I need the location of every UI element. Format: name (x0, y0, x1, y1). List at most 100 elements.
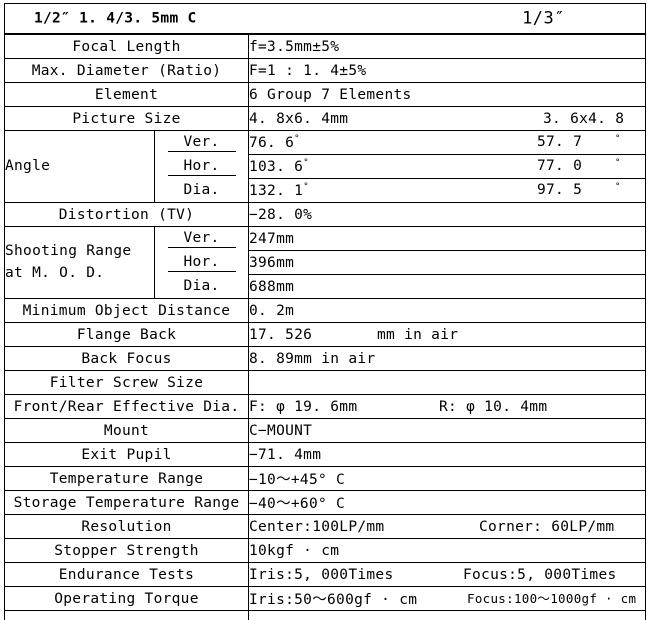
table-row: Back Focus 8. 89mm in air (5, 347, 646, 371)
table-header-row: 1/2″ 1. 4/3. 5mm C 1/3″ (5, 4, 646, 35)
table-row: Endurance Tests Iris:5, 000Times Focus:5… (5, 563, 646, 587)
value-text: −10～+45° C (249, 468, 345, 489)
row-value-flange-back: 17. 526 mm in air (249, 323, 646, 347)
table-row: Shooting Range at M. O. D. Ver. 247mm (5, 227, 646, 251)
group-label-line1: Angle (5, 156, 154, 177)
value-secondary-text: Corner: 60LP/mm (479, 519, 614, 535)
row-value-mount: C−MOUNT (249, 419, 646, 443)
value-text: 10kgf · cm (249, 543, 339, 559)
row-label-resolution: Resolution (5, 515, 249, 539)
row-value-shooting-ver: 247mm (249, 227, 646, 251)
row-value-distortion-tv: −28. 0% (249, 203, 646, 227)
value-text: Iris:5, 000Times (249, 567, 393, 583)
row-label-element: Element (5, 83, 249, 107)
row-value-operating-torque: Iris:50～600gf · cm Focus:100～1000gf · cm (249, 587, 646, 611)
sub-label-text: Hor. (168, 158, 236, 176)
sub-label-text: Dia. (168, 278, 236, 295)
value-text: Center:100LP/mm (249, 519, 384, 535)
sub-label-shooting-hor: Hor. (155, 251, 249, 275)
row-label-max-diameter-ratio: Max. Diameter (Ratio) (5, 59, 249, 83)
row-label-exit-pupil: Exit Pupil (5, 443, 249, 467)
row-label-shooting-range: Shooting Range at M. O. D. (5, 227, 155, 299)
header-cell: 1/2″ 1. 4/3. 5mm C 1/3″ (5, 4, 646, 35)
row-label-mount: Mount (5, 419, 249, 443)
value-text: 8. 89mm in air (249, 351, 375, 367)
table-row: Storage Temperature Range −40～+60° C (5, 491, 646, 515)
row-label-distortion-tv: Distortion (TV) (5, 203, 249, 227)
degree-symbol: ° (303, 182, 309, 192)
row-label-filter-screw-size: Filter Screw Size (5, 371, 249, 395)
degree-symbol-secondary: ° (615, 134, 621, 144)
value-text: −28. 0% (249, 207, 312, 223)
value-text: 103. 6 (249, 159, 303, 175)
row-value-shooting-hor: 396mm (249, 251, 646, 275)
table-row: Temperature Range −10～+45° C (5, 467, 646, 491)
value-secondary-text: 77. 0 (537, 158, 582, 174)
sub-label-shooting-ver: Ver. (155, 227, 249, 251)
table-row: Angle Ver. 76. 6° 57. 7 ° (5, 131, 646, 155)
value-text: 4. 8x6. 4mm (249, 111, 348, 127)
row-value-filter-screw-size (249, 371, 646, 395)
row-label-temperature-range: Temperature Range (5, 467, 249, 491)
row-label-minimum-object-distance: Minimum Object Distance (5, 299, 249, 323)
sub-label-text: Ver. (168, 134, 236, 152)
table-row: Distortion (TV) −28. 0% (5, 203, 646, 227)
row-label-endurance-tests: Endurance Tests (5, 563, 249, 587)
value-secondary-text: R: φ 10. 4mm (439, 399, 547, 415)
row-label-operating-torque: Operating Torque (5, 587, 249, 611)
row-value-front-rear-effective-dia: F: φ 19. 6mm R: φ 10. 4mm (249, 395, 646, 419)
sub-label-shooting-dia: Dia. (155, 275, 249, 299)
row-value-back-focus: 8. 89mm in air (249, 347, 646, 371)
row-label-storage-temperature-range: Storage Temperature Range (5, 491, 249, 515)
group-label-line2: at M. O. D. (5, 263, 154, 284)
row-label-focal-length: Focal Length (5, 34, 249, 59)
value-text: −71. 4mm (249, 447, 321, 463)
table-row: Front/Rear Effective Dia. F: φ 19. 6mm R… (5, 395, 646, 419)
row-value-picture-size: 4. 8x6. 4mm 3. 6x4. 8 (249, 107, 646, 131)
degree-symbol: ° (294, 134, 300, 144)
value-text: 6 Group 7 Elements (249, 87, 412, 103)
table-row: Focal Length f=3.5mm±5% (5, 34, 646, 59)
table-row: Operating Torque Iris:50～600gf · cm Focu… (5, 587, 646, 611)
row-label-back-focus: Back Focus (5, 347, 249, 371)
group-label-line1: Shooting Range (5, 241, 154, 262)
row-label-flange-back: Flange Back (5, 323, 249, 347)
value-text: C−MOUNT (249, 423, 312, 439)
value-text: f=3.5mm±5% (249, 39, 339, 55)
row-label-picture-size: Picture Size (5, 107, 249, 131)
table-row: Stopper Strength 10kgf · cm (5, 539, 646, 563)
row-value-temperature-range: −10～+45° C (249, 467, 646, 491)
row-value-shooting-dia: 688mm (249, 275, 646, 299)
value-text: 396mm (249, 255, 294, 271)
row-value-angle-hor: 103. 6° 77. 0 ° (249, 155, 646, 179)
sub-label-text: Hor. (168, 254, 236, 272)
row-value-minimum-object-distance: 0. 2m (249, 299, 646, 323)
degree-symbol-secondary: ° (615, 182, 621, 192)
sub-label-angle-hor: Hor. (155, 155, 249, 179)
value-text: −40～+60° C (249, 492, 345, 513)
table-row: Element 6 Group 7 Elements (5, 83, 646, 107)
sub-label-angle-ver: Ver. (155, 131, 249, 155)
lens-specification-sheet: 1/2″ 1. 4/3. 5mm C 1/3″ Focal Length f=3… (0, 3, 649, 570)
row-value-endurance-tests: Iris:5, 000Times Focus:5, 000Times (249, 563, 646, 587)
value-secondary-text: 57. 7 (537, 134, 582, 150)
value-text: 247mm (249, 231, 294, 247)
table-row: Resolution Center:100LP/mm Corner: 60LP/… (5, 515, 646, 539)
value-text: F=1 : 1. 4±5% (249, 63, 366, 79)
partial-row-value-cell (249, 611, 646, 620)
value-text: 688mm (249, 279, 294, 295)
value-secondary-text: 3. 6x4. 8 (543, 111, 624, 127)
row-value-exit-pupil: −71. 4mm (249, 443, 646, 467)
row-label-angle: Angle (5, 131, 155, 203)
table-row: Flange Back 17. 526 mm in air (5, 323, 646, 347)
table-row: Max. Diameter (Ratio) F=1 : 1. 4±5% (5, 59, 646, 83)
value-secondary-text: 97. 5 (537, 182, 582, 198)
sub-label-text: Ver. (168, 230, 236, 248)
row-value-max-diameter-ratio: F=1 : 1. 4±5% (249, 59, 646, 83)
row-label-stopper-strength: Stopper Strength (5, 539, 249, 563)
row-value-storage-temperature-range: −40～+60° C (249, 491, 646, 515)
value-text: F: φ 19. 6mm (249, 399, 357, 415)
degree-symbol-secondary: ° (615, 158, 621, 168)
row-value-angle-dia: 132. 1° 97. 5 ° (249, 179, 646, 203)
row-value-resolution: Center:100LP/mm Corner: 60LP/mm (249, 515, 646, 539)
